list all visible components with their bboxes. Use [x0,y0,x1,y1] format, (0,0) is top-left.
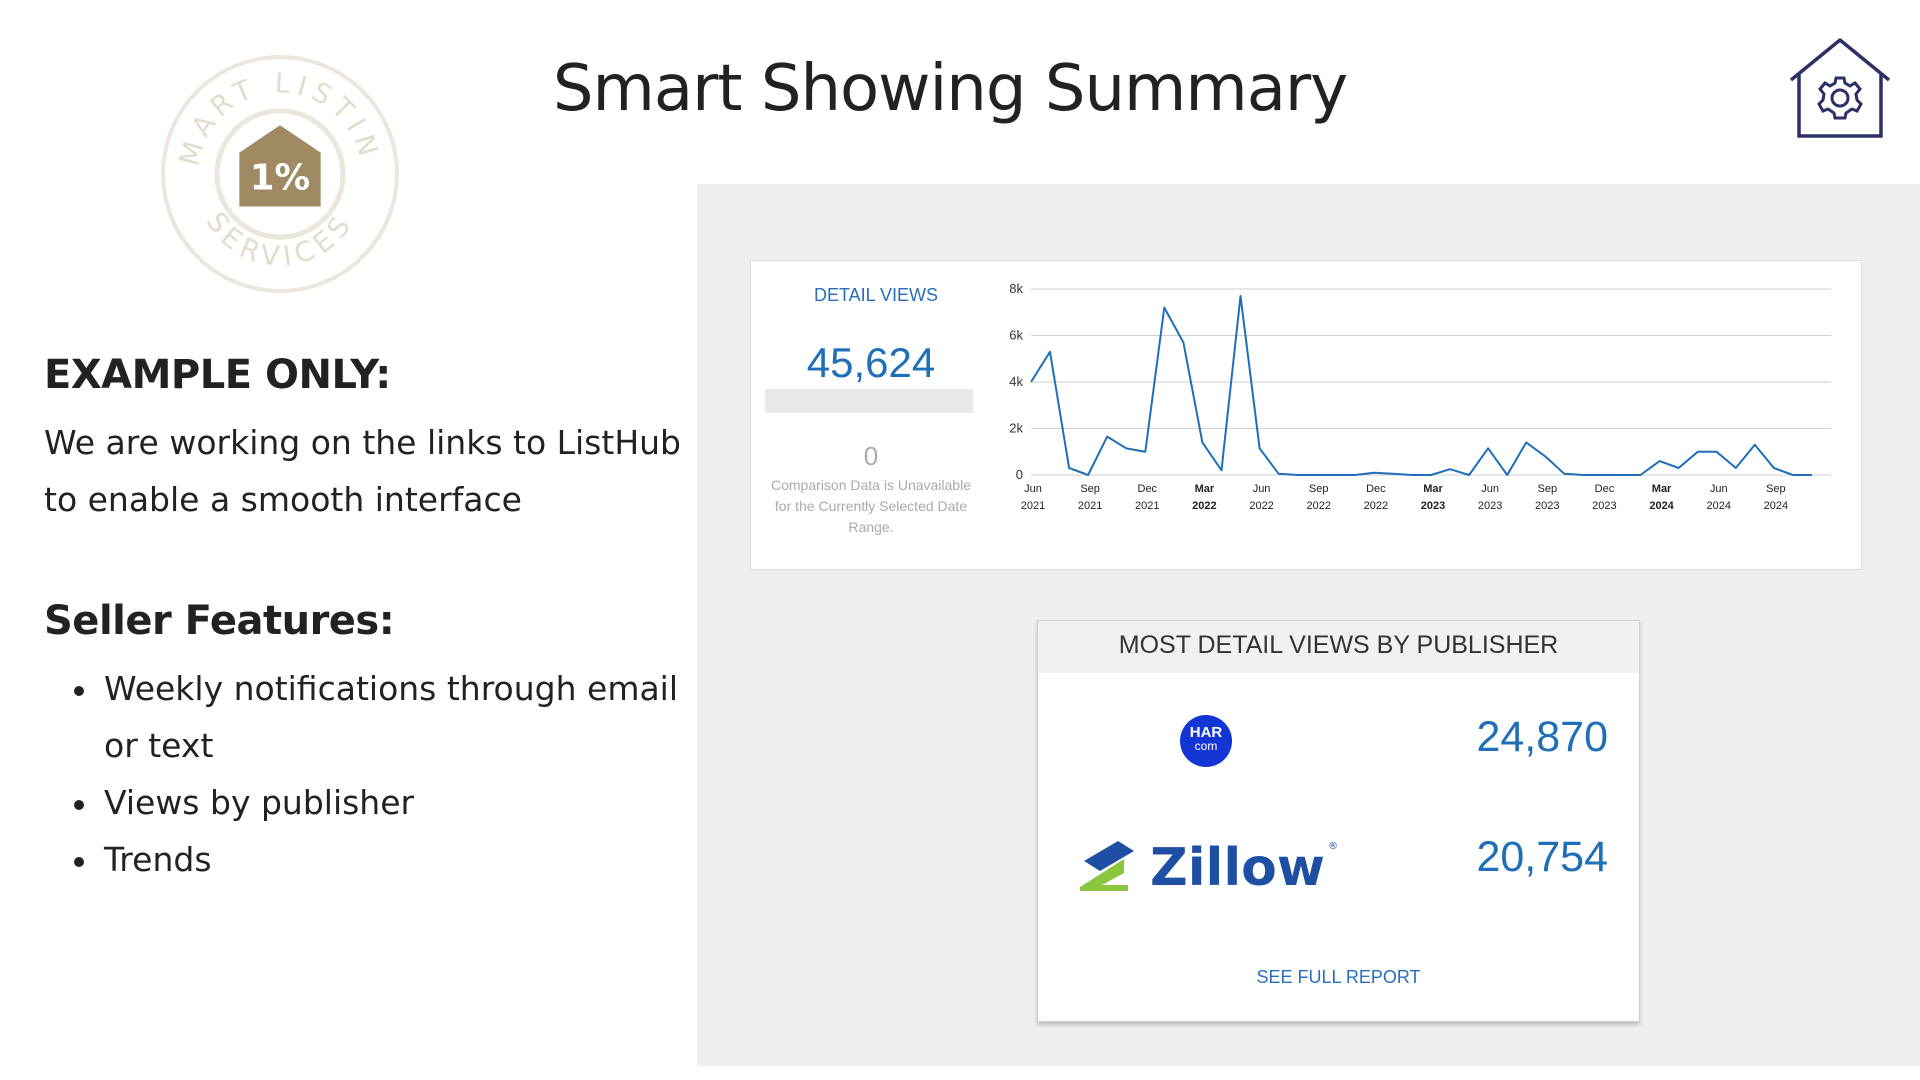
har-logo-text: HAR [1189,724,1223,741]
har-views-value: 24,870 [1476,713,1608,761]
comparison-note: Comparison Data is Unavailable for the C… [771,477,971,535]
chart-x-tick-month: Mar [1652,483,1672,495]
seller-features-heading: Seller Features: [44,598,395,644]
chart-x-tick-year: 2023 [1592,500,1616,512]
chart-x-tick-month: Sep [1080,483,1100,495]
publisher-views-card: MOST DETAIL VIEWS BY PUBLISHER HAR com 2… [1037,620,1640,1022]
detail-views-label: DETAIL VIEWS [813,285,939,305]
chart-y-tick-label: 2k [1009,421,1023,436]
house-gear-icon[interactable] [1787,36,1893,142]
zillow-views-value: 20,754 [1476,833,1608,881]
chart-x-tick-year: 2024 [1706,500,1730,512]
logo-house-shape [239,125,321,207]
chart-x-tick-year: 2022 [1192,500,1216,512]
chart-x-tick-year: 2022 [1364,500,1388,512]
har-logo-icon: HAR com [1180,715,1232,767]
chart-x-tick-year: 2023 [1421,500,1445,512]
logo-center-text: 1% [250,157,310,198]
chart-x-tick-year: 2023 [1478,500,1502,512]
chart-x-tick-month: Dec [1366,483,1386,495]
chart-y-tick-label: 0 [1016,467,1023,482]
chart-x-tick-year: 2021 [1135,500,1159,512]
zillow-logo-icon: Zillow ® [1080,838,1338,897]
chart-y-tick-label: 8k [1009,281,1023,296]
feature-item-publisher: Views by publisher [44,774,684,831]
chart-x-tick-month: Jun [1024,483,1042,495]
publisher-card-header [1038,621,1639,673]
chart-y-tick-label: 6k [1009,328,1023,343]
chart-x-tick-year: 2022 [1306,500,1330,512]
chart-series-line [1030,295,1812,476]
chart-y-tick-label: 4k [1009,374,1023,389]
chart-x-tick-month: Mar [1195,483,1215,495]
chart-x-tick-month: Mar [1423,483,1443,495]
har-logo-subtext: com [1194,739,1218,753]
chart-x-tick-year: 2022 [1249,500,1273,512]
logo-bottom-text: SERVICES [200,207,355,273]
chart-x-tick-year: 2024 [1764,500,1788,512]
detail-views-card: DETAIL VIEWS 45,624 0 Comparison Data is… [750,260,1862,570]
see-full-report-link[interactable]: SEE FULL REPORT [1256,967,1421,987]
page-title: Smart Showing Summary [0,52,1920,126]
chart-x-tick-month: Jun [1710,483,1728,495]
svg-text:®: ® [1328,841,1338,852]
zillow-wordmark: Zillow [1150,838,1325,897]
chart-x-tick-month: Jun [1481,483,1499,495]
publisher-card-title: MOST DETAIL VIEWS BY PUBLISHER [1118,631,1559,659]
chart-x-tick-month: Sep [1309,483,1329,495]
chart-x-tick-month: Sep [1537,483,1557,495]
comparison-value: 0 [863,441,879,471]
detail-views-value: 45,624 [806,339,936,386]
page-title-text: Smart Showing Summary [552,52,1348,126]
example-description: We are working on the links to ListHub t… [44,423,681,519]
chart-x-tick-month: Dec [1138,483,1158,495]
svg-text:SERVICES: SERVICES [200,207,361,273]
detail-views-bar [765,389,973,413]
seller-features-list: Weekly notifications through email or te… [44,660,684,888]
detail-views-line-chart: 0 2k 4k 6k 8k Jun 2021 Sep 2021 Dec 2021 Mar 2022 Jun… [1009,281,1831,512]
example-only-heading: EXAMPLE ONLY: [44,352,391,398]
chart-x-tick-month: Dec [1595,483,1615,495]
feature-item-notifications: Weekly notifications through email or te… [44,660,684,774]
chart-x-tick-year: 2021 [1021,500,1045,512]
chart-x-tick-year: 2023 [1535,500,1559,512]
chart-x-tick-year: 2021 [1078,500,1102,512]
chart-x-tick-year: 2024 [1649,500,1674,512]
feature-item-trends: Trends [44,831,684,888]
chart-x-tick-month: Sep [1766,483,1786,495]
chart-x-tick-month: Jun [1253,483,1271,495]
smart-listing-logo: SMART LISTING SERVICES 1% [158,52,399,293]
